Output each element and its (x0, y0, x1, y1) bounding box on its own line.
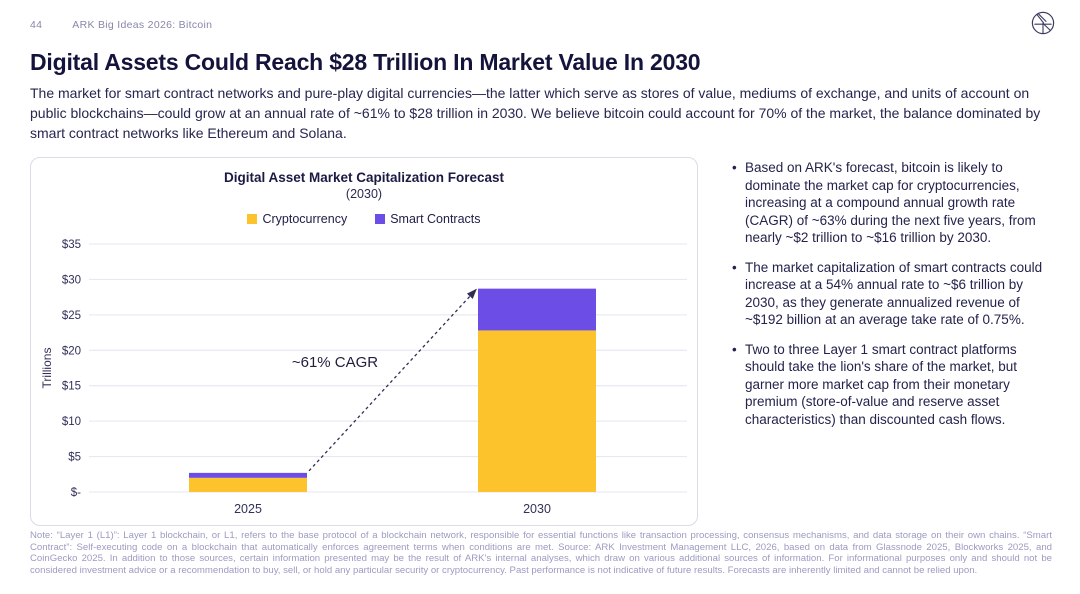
y-tick-label: $30 (62, 274, 81, 286)
x-tick-label: 2025 (234, 502, 262, 516)
y-tick-label: $10 (62, 416, 81, 428)
legend-item-smart-contracts: Smart Contracts (375, 212, 481, 226)
bullet-item: Based on ARK's forecast, bitcoin is like… (732, 159, 1050, 247)
smart-contracts-swatch-icon (375, 214, 386, 224)
bullet-item: Two to three Layer 1 smart contract plat… (732, 341, 1050, 429)
bar-segment-smart-contracts-2025 (189, 472, 307, 478)
footnote: Note: “Layer 1 (L1)”: Layer 1 blockchain… (30, 530, 1052, 576)
content-row: Digital Asset Market Capitalization Fore… (30, 157, 1050, 526)
key-points: Based on ARK's forecast, bitcoin is like… (732, 157, 1050, 526)
y-tick-label: $25 (62, 310, 81, 322)
chart-card: Digital Asset Market Capitalization Fore… (30, 157, 698, 526)
bullet-list: Based on ARK's forecast, bitcoin is like… (732, 159, 1050, 428)
y-tick-label: $15 (62, 381, 81, 393)
cryptocurrency-swatch-icon (247, 214, 258, 224)
legend-label: Cryptocurrency (262, 212, 348, 226)
chart-title: Digital Asset Market Capitalization Fore… (223, 170, 505, 185)
y-tick-label: $35 (62, 239, 81, 251)
page-title: Digital Assets Could Reach $28 Trillion … (30, 49, 701, 75)
bar-segment-cryptocurrency-2030 (478, 330, 596, 492)
chart-legend: Cryptocurrency Smart Contracts (31, 212, 697, 226)
legend-item-cryptocurrency: Cryptocurrency (247, 212, 347, 226)
bullet-item: The market capitalization of smart contr… (732, 259, 1050, 329)
page-number: 44 (30, 18, 43, 31)
cagr-arrow (308, 288, 477, 472)
intro-paragraph: The market for smart contract networks a… (30, 85, 1041, 141)
y-axis-label: Trillions (40, 348, 54, 389)
x-tick-label: 2030 (523, 502, 551, 516)
bar-segment-cryptocurrency-2025 (189, 477, 307, 492)
cagr-annotation: ~61% CAGR (292, 354, 378, 371)
ark-logo-icon (1030, 10, 1056, 39)
bar-segment-smart-contracts-2030 (478, 288, 596, 331)
y-tick-label: $5 (68, 452, 81, 464)
legend-label: Smart Contracts (390, 212, 481, 226)
y-tick-label: $20 (62, 345, 81, 357)
bar-chart: $- $5 $10 $15 $20 $25 $30 $35 Trillions 2025 2030 ~… (40, 239, 687, 516)
chart-subtitle: (2030) (345, 187, 383, 201)
header-bar: 44 ARK Big Ideas 2026: Bitcoin (0, 0, 1080, 39)
breadcrumb: ARK Big Ideas 2026: Bitcoin (72, 18, 213, 31)
y-tick-label: $- (71, 487, 81, 499)
